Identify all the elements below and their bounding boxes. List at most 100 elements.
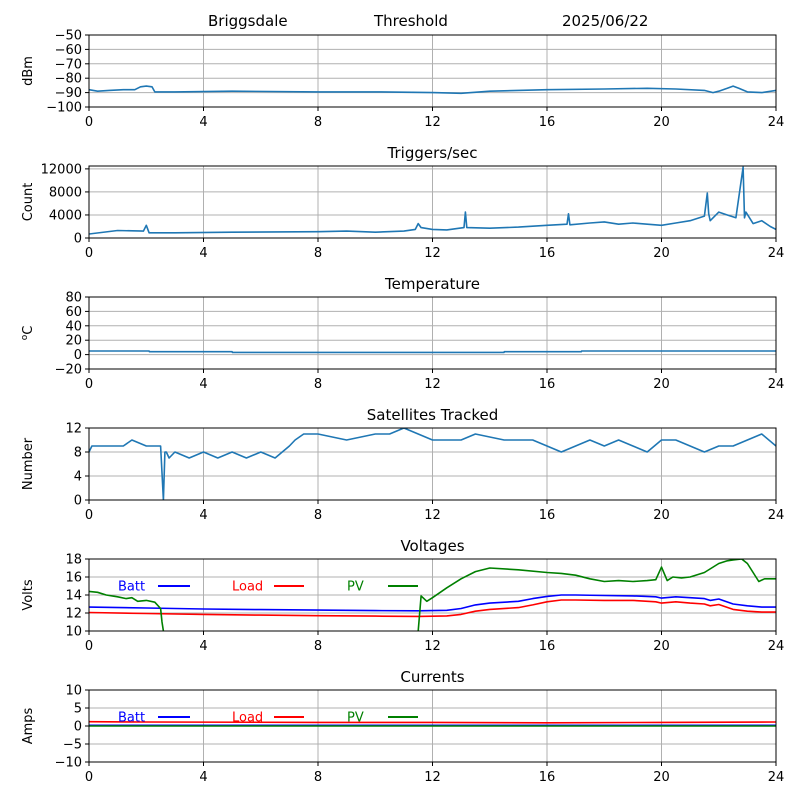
x-tick-label: 24 [768, 508, 785, 523]
series-line-pv [89, 559, 776, 631]
x-tick-label: 12 [424, 377, 441, 392]
legend-label-load: Load [232, 580, 263, 595]
x-tick-label: 0 [85, 377, 93, 392]
x-tick-label: 20 [653, 246, 670, 261]
y-tick-label: −10 [55, 756, 82, 771]
x-tick-label: 0 [85, 246, 93, 261]
y-tick-label: −100 [46, 101, 82, 116]
x-tick-label: 16 [539, 770, 556, 785]
legend-label-batt: Batt [118, 711, 145, 726]
y-tick-label: 10 [65, 625, 82, 640]
x-tick-label: 8 [314, 115, 322, 130]
y-tick-label: −80 [55, 72, 82, 87]
y-tick-label: 5 [74, 702, 82, 717]
x-tick-label: 12 [424, 508, 441, 523]
y-tick-label: 0 [74, 232, 82, 247]
legend-label-batt: Batt [118, 580, 145, 595]
x-tick-label: 12 [424, 639, 441, 654]
y-tick-label: −60 [55, 43, 82, 58]
y-tick-label: −70 [55, 57, 82, 72]
x-tick-label: 20 [653, 508, 670, 523]
x-tick-label: 12 [424, 115, 441, 130]
x-tick-label: 12 [424, 770, 441, 785]
x-tick-label: 4 [199, 639, 207, 654]
y-axis-label: oC [20, 326, 36, 341]
x-tick-label: 0 [85, 508, 93, 523]
y-tick-label: 12000 [41, 162, 82, 177]
x-tick-label: 0 [85, 639, 93, 654]
y-axis-label-sup: o [20, 334, 30, 340]
y-tick-label: 0 [74, 720, 82, 735]
panel-title: Voltages [400, 537, 464, 555]
x-tick-label: 16 [539, 246, 556, 261]
y-axis-label: Amps [21, 707, 36, 744]
y-axis-label: dBm [21, 56, 36, 86]
y-tick-label: −90 [55, 86, 82, 101]
x-tick-label: 12 [424, 246, 441, 261]
y-axis-label: Volts [21, 579, 36, 611]
x-tick-label: 0 [85, 115, 93, 130]
y-axis-label-base: C [21, 326, 36, 335]
x-tick-label: 0 [85, 770, 93, 785]
panel-title: Currents [400, 668, 464, 686]
x-tick-label: 16 [539, 115, 556, 130]
chart-panel: 0 4 8 12 16 20 24 −100−90−80−70−60−50 dBm [21, 29, 784, 131]
y-tick-label: −20 [55, 363, 82, 378]
y-tick-label: 40 [65, 319, 82, 334]
y-tick-label: 14 [65, 589, 82, 604]
y-tick-label: 12 [65, 607, 82, 622]
chart-panel: 0 4 8 12 16 20 24 0 4 8 12 Satellites Tracked Number [21, 406, 784, 523]
y-tick-label: 80 [65, 291, 82, 306]
y-axis-label: Count [21, 183, 36, 222]
x-tick-label: 16 [539, 639, 556, 654]
x-tick-label: 20 [653, 377, 670, 392]
x-tick-label: 24 [768, 770, 785, 785]
x-tick-label: 20 [653, 639, 670, 654]
x-tick-label: 4 [199, 115, 207, 130]
chart-panel: 0 4 8 12 16 20 24 10 12 14 16 18 Voltages Volts Batt Lo… [21, 537, 784, 654]
y-tick-label: 4 [74, 470, 82, 485]
y-tick-label: −50 [55, 29, 82, 44]
y-tick-label: −5 [63, 738, 82, 753]
x-tick-label: 16 [539, 377, 556, 392]
series-line-load [89, 599, 776, 618]
date-label: 2025/06/22 [562, 12, 648, 30]
series-line-0 [89, 85, 776, 95]
y-tick-label: 18 [65, 553, 82, 568]
x-tick-label: 24 [768, 246, 785, 261]
x-tick-label: 24 [768, 639, 785, 654]
x-tick-label: 8 [314, 639, 322, 654]
series-line-batt [89, 594, 776, 612]
y-tick-label: 16 [65, 571, 82, 586]
chart-panel: 0 4 8 12 16 20 24 0 4000 8000 12000 Triggers/sec Cou… [21, 144, 784, 261]
y-tick-label: 20 [65, 334, 82, 349]
y-tick-label: 60 [65, 305, 82, 320]
y-tick-label: 12 [65, 422, 82, 437]
x-tick-label: 4 [199, 508, 207, 523]
panel-title: Triggers/sec [387, 144, 478, 162]
chart-header: Briggsdale Threshold 2025/06/22 [208, 12, 648, 30]
series-line-0 [89, 350, 776, 354]
series-line-load [89, 720, 776, 724]
chart-panel: 0 4 8 12 16 20 24 −10 −5 0 5 10 Currents Amps Batt Load… [21, 668, 784, 785]
x-tick-label: 20 [653, 115, 670, 130]
y-axis-label: Number [21, 437, 36, 490]
y-tick-label: 8 [74, 446, 82, 461]
legend-label-load: Load [232, 711, 263, 726]
panel-title: Satellites Tracked [367, 406, 498, 424]
x-tick-label: 20 [653, 770, 670, 785]
x-tick-label: 4 [199, 377, 207, 392]
x-tick-label: 8 [314, 377, 322, 392]
y-tick-label: 0 [74, 348, 82, 363]
legend-label-pv: PV [347, 580, 364, 595]
y-tick-label: 8000 [49, 185, 82, 200]
series-line-0 [89, 166, 776, 235]
station-name: Briggsdale [208, 12, 288, 30]
legend: Batt Load PV [118, 580, 418, 595]
legend: Batt Load PV [118, 711, 418, 726]
x-tick-label: 24 [768, 115, 785, 130]
series-line-0 [89, 428, 776, 500]
legend-label-pv: PV [347, 711, 364, 726]
